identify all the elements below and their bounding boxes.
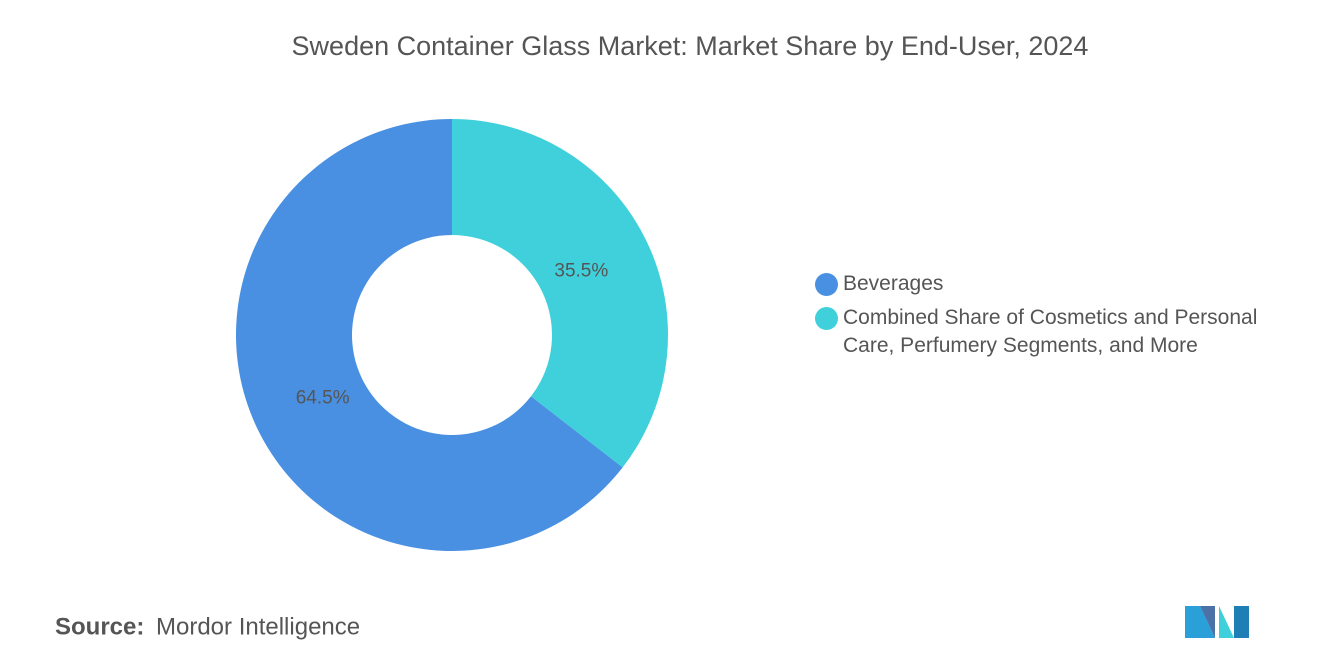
legend-label: Beverages	[843, 272, 944, 295]
chart-title: Sweden Container Glass Market: Market Sh…	[292, 31, 1089, 61]
legend-item: Combined Share of Cosmetics and Personal…	[815, 304, 1295, 360]
source: Mordor Intelligence	[156, 613, 360, 640]
source-label: Source:	[55, 613, 144, 640]
legend-item: Beverages	[815, 270, 1295, 298]
data-label: 35.5%	[554, 261, 608, 282]
legend: Beverages Combined Share of Cosmetics and…	[815, 270, 1295, 366]
legend-marker	[815, 307, 838, 330]
slice	[235, 119, 623, 552]
logo	[1185, 606, 1249, 638]
legend-marker	[815, 273, 838, 296]
data-label: 64.5%	[296, 387, 350, 408]
slice	[452, 119, 668, 468]
legend-label: Combined Share of Cosmetics and Personal…	[843, 306, 1258, 357]
